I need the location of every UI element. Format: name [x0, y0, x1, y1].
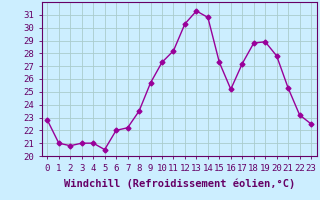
X-axis label: Windchill (Refroidissement éolien,°C): Windchill (Refroidissement éolien,°C) — [64, 178, 295, 189]
